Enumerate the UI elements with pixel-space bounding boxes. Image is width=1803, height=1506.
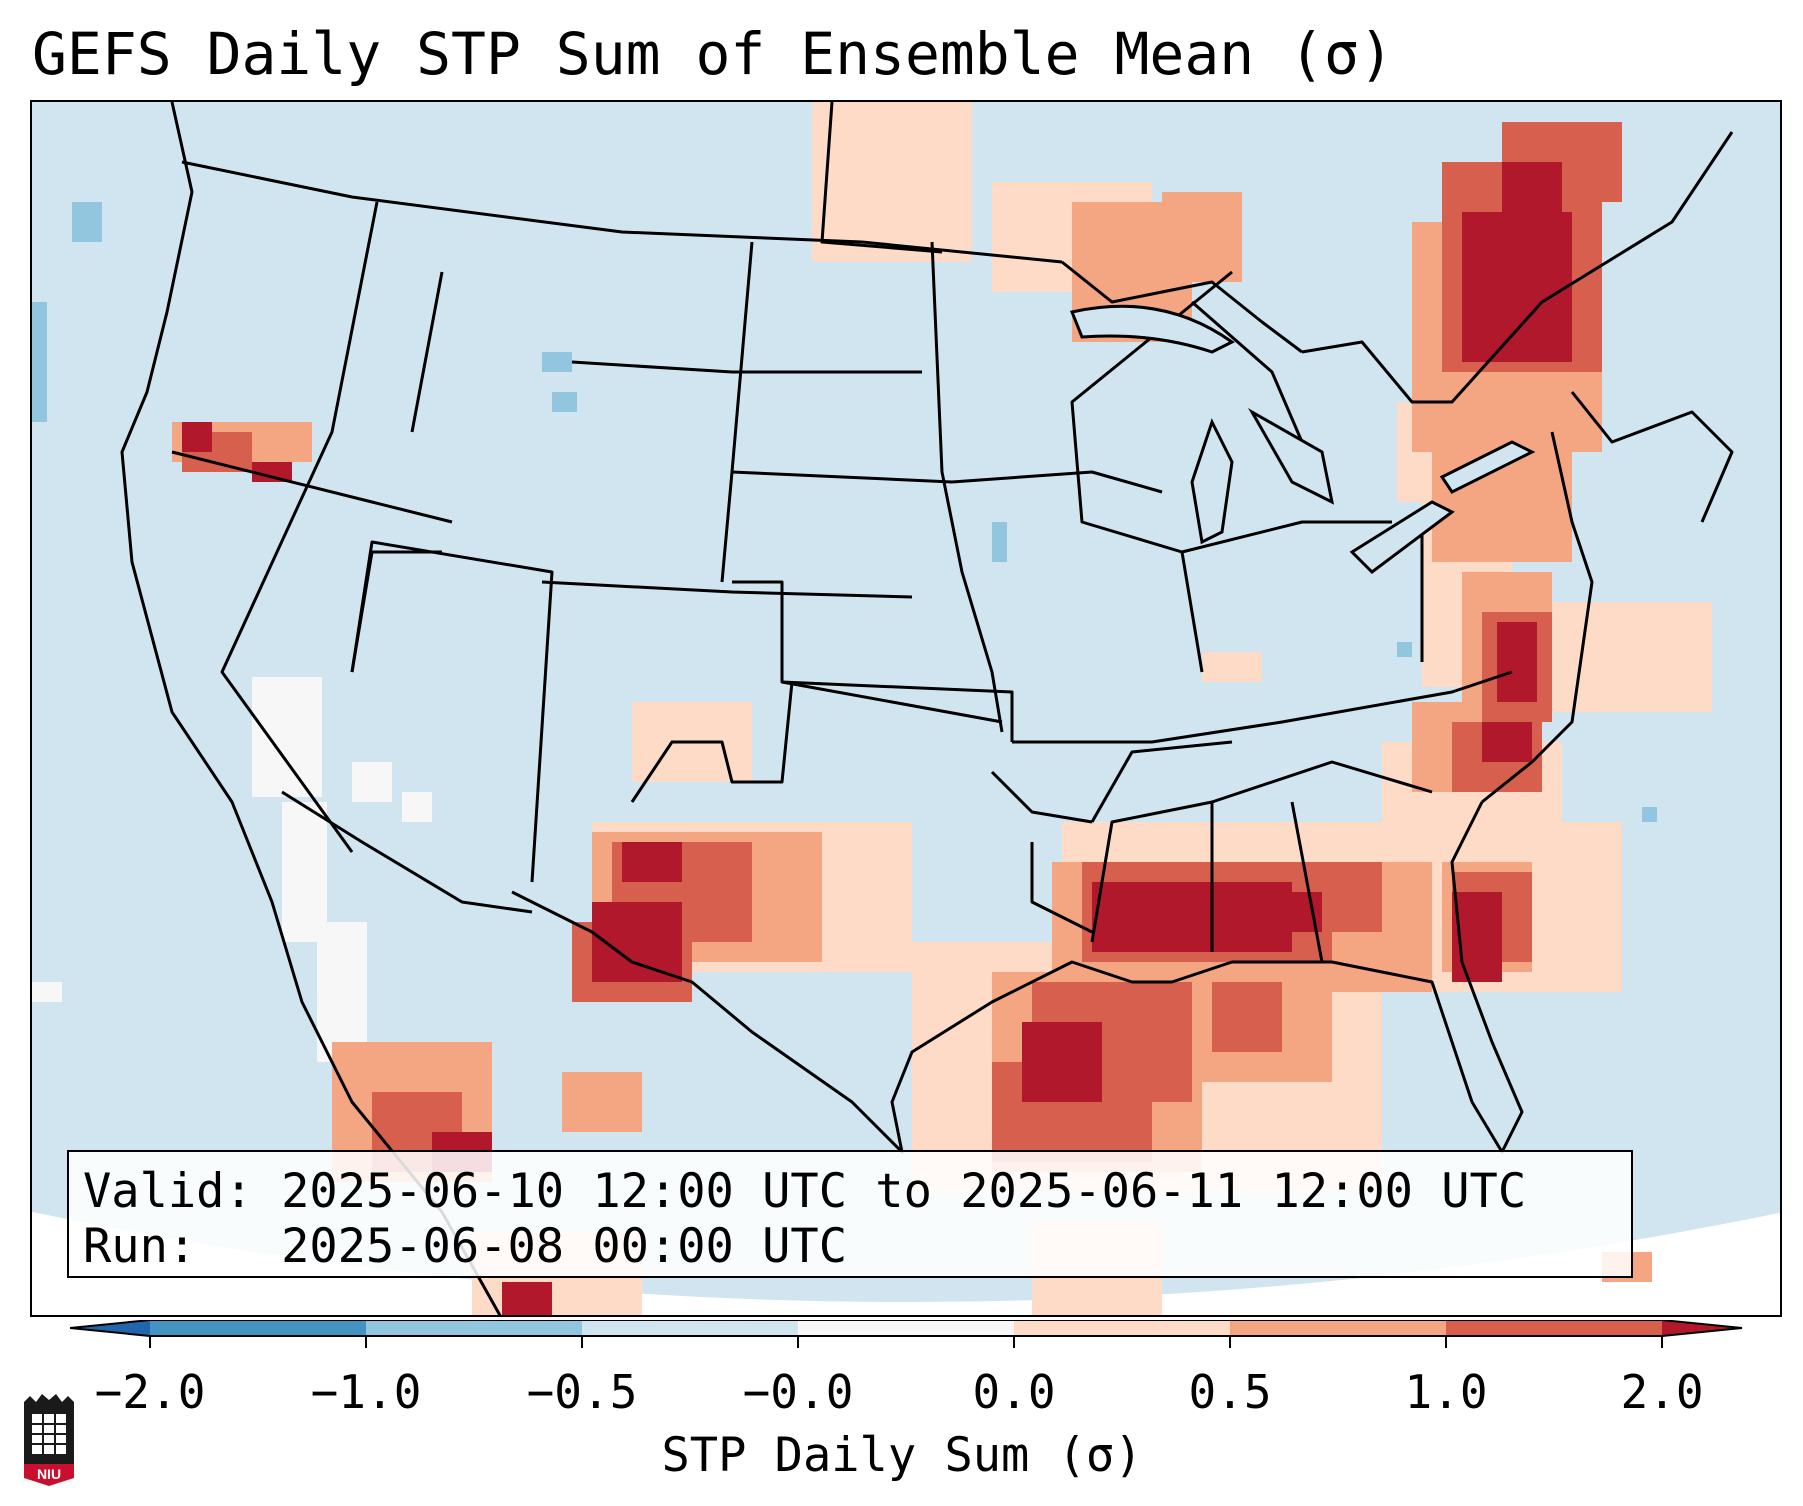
colorbar-bin [1446,1320,1662,1336]
stp-map-panel [30,100,1782,1317]
great-lakes [1069,304,1536,574]
svg-text:NIU: NIU [37,1466,61,1482]
run-time-text: Run: 2025-06-08 00:00 UTC [83,1219,848,1274]
valid-time-text: Valid: 2025-06-10 12:00 UTC to 2025-06-1… [83,1164,1527,1219]
colorbar-extend-high [1662,1320,1742,1336]
colorbar-extend-low [70,1320,150,1336]
colorbar-ticks [149,1336,1663,1348]
map-title: GEFS Daily STP Sum of Ensemble Mean (σ) [32,20,1394,88]
colorbar-tick-label: −2.0 [94,1365,206,1419]
map-canvas [32,102,1780,1315]
colorbar-axis-label: STP Daily Sum (σ) [661,1428,1143,1483]
colorbar-tick-label: −1.0 [310,1365,422,1419]
colorbar-tick-label: 0.5 [1188,1365,1272,1419]
colorbar-bin [798,1320,1014,1336]
colorbar-bin [1014,1320,1230,1336]
negative-speckles [32,202,1657,822]
colorbar [70,1320,1743,1348]
shade-above-2.0 [182,162,1572,1315]
colorbar-bin [366,1320,582,1336]
valid-run-info-box: Valid: 2025-06-10 12:00 UTC to 2025-06-1… [67,1150,1633,1278]
colorbar-tick-label: 0.0 [972,1365,1056,1419]
niu-logo: NIU [24,1394,74,1486]
colorbar-tick-label: −0.0 [742,1365,854,1419]
colorbar-bin [1230,1320,1446,1336]
colorbar-tick-label: −0.5 [526,1365,638,1419]
neutral-patches [32,677,432,1062]
colorbar-bin [150,1320,366,1336]
colorbar-tick-label: 1.0 [1404,1365,1488,1419]
colorbar-tick-label: 2.0 [1620,1365,1704,1419]
colorbar-bin [582,1320,798,1336]
